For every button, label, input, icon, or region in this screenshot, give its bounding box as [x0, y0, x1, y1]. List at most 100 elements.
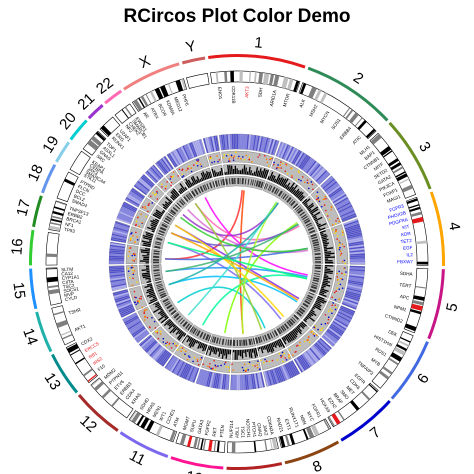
heatmap-cell [125, 316, 139, 326]
histogram-bar [199, 178, 202, 182]
tile [159, 290, 165, 295]
chart-title: RCircos Plot Color Demo [124, 6, 351, 27]
scatter-point [133, 260, 136, 262]
scatter-point [340, 278, 342, 280]
histogram-bar [313, 217, 318, 221]
scatter-point [156, 331, 159, 334]
scatter-point [340, 252, 343, 255]
gene-label: ATM [172, 417, 180, 428]
histogram-bar [146, 253, 150, 255]
heatmap-cell [319, 173, 331, 185]
heatmap-cell [119, 209, 134, 217]
scatter-point [232, 159, 235, 161]
scatter-point [288, 353, 290, 356]
histogram-bar [153, 306, 162, 313]
heatmap-cell [311, 165, 322, 178]
histogram-bar [309, 310, 317, 317]
heatmap-cell [127, 320, 142, 330]
heatmap-cell [266, 370, 272, 386]
histogram-bar [146, 280, 152, 284]
gene-label: SDHA [400, 271, 414, 277]
heatmap-cell [131, 326, 145, 336]
scatter-point [321, 327, 324, 330]
cytoband [379, 145, 392, 156]
tile [269, 332, 274, 339]
tile [220, 179, 223, 186]
heatmap-cell [251, 135, 255, 151]
cytoband [145, 93, 152, 105]
heatmap-cell [332, 321, 347, 331]
cytoband [284, 434, 291, 447]
histogram-bar [299, 195, 305, 202]
tile [310, 285, 318, 290]
gene-label: AKT3 [244, 86, 250, 98]
heatmap-cell [349, 270, 365, 274]
scatter-point [298, 171, 300, 174]
heatmap-cell [337, 203, 352, 212]
scatter-point [339, 254, 342, 257]
scatter-point [331, 224, 334, 226]
histogram-bar [263, 169, 268, 179]
scatter-point [343, 245, 345, 248]
tile [228, 178, 231, 185]
heatmap-cell [328, 186, 342, 197]
heatmap-cell [135, 331, 149, 342]
gene-label: ARID1A [269, 89, 278, 107]
heatmap-cell [210, 136, 215, 152]
cytoband [410, 211, 422, 218]
scatter-point [135, 231, 137, 234]
scatter-point [169, 178, 172, 180]
scatter-point [168, 343, 171, 346]
heatmap-cell [290, 149, 299, 163]
tile [312, 282, 319, 285]
scatter-point [216, 155, 218, 157]
histogram-bar [254, 347, 258, 357]
scatter-point [165, 342, 167, 345]
scatter-point [137, 302, 139, 304]
cytoband [390, 162, 402, 171]
heatmap-cell [265, 138, 271, 153]
heatmap-cell [260, 372, 265, 388]
heatmap-cell [196, 369, 202, 384]
scatter-point [242, 156, 244, 158]
tile [313, 277, 320, 281]
tile [178, 200, 185, 206]
scatter-point [344, 262, 347, 265]
heatmap-cell [230, 374, 232, 390]
scatter-track-chromosome-10 [201, 356, 231, 373]
scatter-point [317, 197, 320, 199]
histogram-bar [164, 315, 168, 319]
scatter-point [132, 266, 135, 269]
heatmap-cell [125, 198, 139, 208]
histogram-bar [258, 346, 261, 350]
scatter-point [131, 259, 134, 262]
heatmap-cell [147, 342, 159, 355]
chromosome-18-color-arc [41, 164, 57, 194]
heatmap-cell [330, 189, 344, 200]
histogram-bar [305, 204, 309, 208]
scatter-point [297, 344, 299, 347]
heatmap-cell [322, 178, 335, 190]
histogram-bar [149, 297, 157, 302]
histogram-bar [296, 326, 302, 332]
scatter-point [209, 158, 211, 160]
heatmap-cell [288, 148, 297, 163]
chromosome-label-9: 9 [251, 472, 261, 474]
scatter-point [187, 355, 190, 357]
tile [299, 307, 306, 313]
scatter-point [138, 297, 141, 300]
scatter-point [138, 225, 141, 228]
chromosome-label-14: 14 [19, 326, 41, 347]
histogram-bar [251, 173, 254, 176]
heatmap-cell [171, 151, 181, 165]
histogram-bar [201, 343, 205, 349]
scatter-point [128, 250, 131, 253]
chromosome-label-X: X [137, 52, 153, 72]
tile [166, 215, 172, 221]
heatmap-cell [182, 364, 191, 379]
histogram-bar [271, 342, 275, 348]
link-22-3 [194, 202, 300, 241]
cytoband [179, 433, 187, 446]
scatter-point [341, 287, 344, 289]
gene-label: AR [142, 111, 150, 120]
